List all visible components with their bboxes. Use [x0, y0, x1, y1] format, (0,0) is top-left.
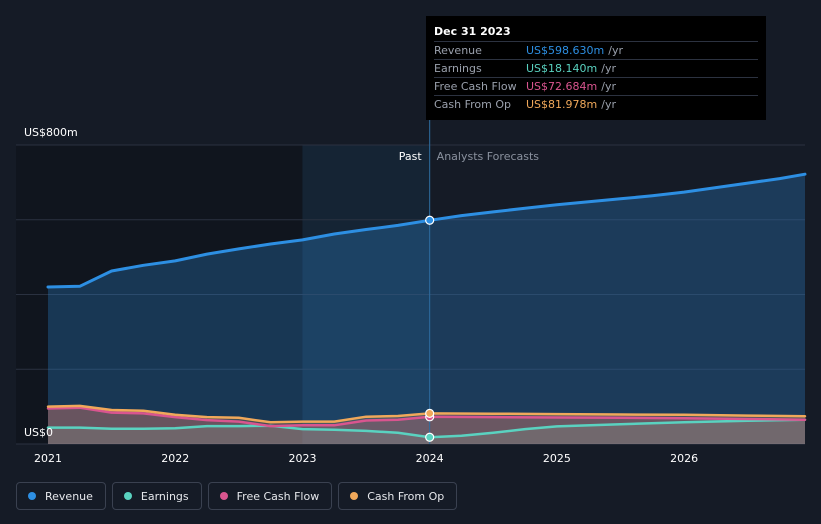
tooltip-row-earnings: Earnings US$18.140m /yr: [434, 59, 758, 77]
hover-markers: [425, 215, 435, 442]
tooltip-row-revenue: Revenue US$598.630m /yr: [434, 41, 758, 59]
gridlines: [16, 144, 805, 445]
legend-item-cash-from-op[interactable]: Cash From Op: [338, 482, 458, 510]
forecast-label: Analysts Forecasts: [437, 150, 540, 163]
line-earnings: [46, 418, 807, 439]
x-tick-label: 2021: [34, 452, 62, 465]
past-label: Past: [399, 150, 423, 163]
tooltip-value: US$72.684m: [526, 80, 598, 93]
area-revenue: [48, 174, 805, 444]
legend-label: Earnings: [140, 489, 189, 503]
legend-dot-icon: [219, 492, 228, 500]
legend-label: Revenue: [45, 489, 93, 503]
marker-earnings: [425, 432, 435, 442]
area-earnings: [48, 419, 805, 444]
tooltip-label: Free Cash Flow: [434, 80, 517, 93]
tooltip-unit: /yr: [601, 98, 616, 111]
tooltip-label: Earnings: [434, 62, 482, 75]
legend-dot-icon: [123, 492, 132, 500]
tooltip-value: US$598.630m: [526, 44, 605, 57]
x-tick-label: 2025: [543, 452, 571, 465]
tooltip-value: US$18.140m: [526, 62, 598, 75]
tooltip-row-free-cash-flow: Free Cash Flow US$72.684m /yr: [434, 77, 758, 95]
legend-item-earnings[interactable]: Earnings: [111, 482, 202, 510]
x-tick-label: 2022: [161, 452, 189, 465]
chart-area: US$800m US$0 Past Analysts Forecasts 202…: [16, 120, 807, 465]
legend: Revenue Earnings Free Cash Flow Cash Fro…: [16, 482, 458, 510]
line-cash-from-op: [46, 404, 807, 424]
legend-label: Cash From Op: [367, 489, 445, 503]
legend-dot-icon: [350, 492, 359, 500]
legend-dot-icon: [28, 492, 36, 500]
x-tick-label: 2026: [670, 452, 698, 465]
area-free-cash-flow: [48, 407, 805, 444]
tooltip-date: Dec 31 2023: [434, 25, 511, 38]
x-axis-ticks: 2021 2022 2023 2024 2025 2026: [34, 452, 698, 465]
legend-label: Free Cash Flow: [236, 489, 320, 503]
tooltip-unit: /yr: [601, 80, 616, 93]
y-axis-max-label: US$800m: [24, 126, 78, 139]
line-free-cash-flow: [46, 406, 807, 428]
tooltip-row-cash-from-op: Cash From Op US$81.978m /yr: [434, 95, 758, 113]
tooltip-unit: /yr: [601, 62, 616, 75]
y-axis-zero-label: US$0: [24, 426, 53, 439]
tooltip: Dec 31 2023 Revenue US$598.630m /yr Earn…: [426, 16, 766, 120]
legend-item-revenue[interactable]: Revenue: [16, 482, 106, 510]
tooltip-value: US$81.978m: [526, 98, 598, 111]
tooltip-label: Cash From Op: [434, 98, 512, 111]
x-tick-label: 2024: [416, 452, 444, 465]
x-tick-label: 2023: [288, 452, 316, 465]
tooltip-unit: /yr: [608, 44, 623, 57]
marker-revenue: [425, 215, 435, 225]
tooltip-label: Revenue: [434, 44, 482, 57]
legend-item-free-cash-flow[interactable]: Free Cash Flow: [207, 482, 333, 510]
marker-cash-from-op: [425, 408, 435, 418]
